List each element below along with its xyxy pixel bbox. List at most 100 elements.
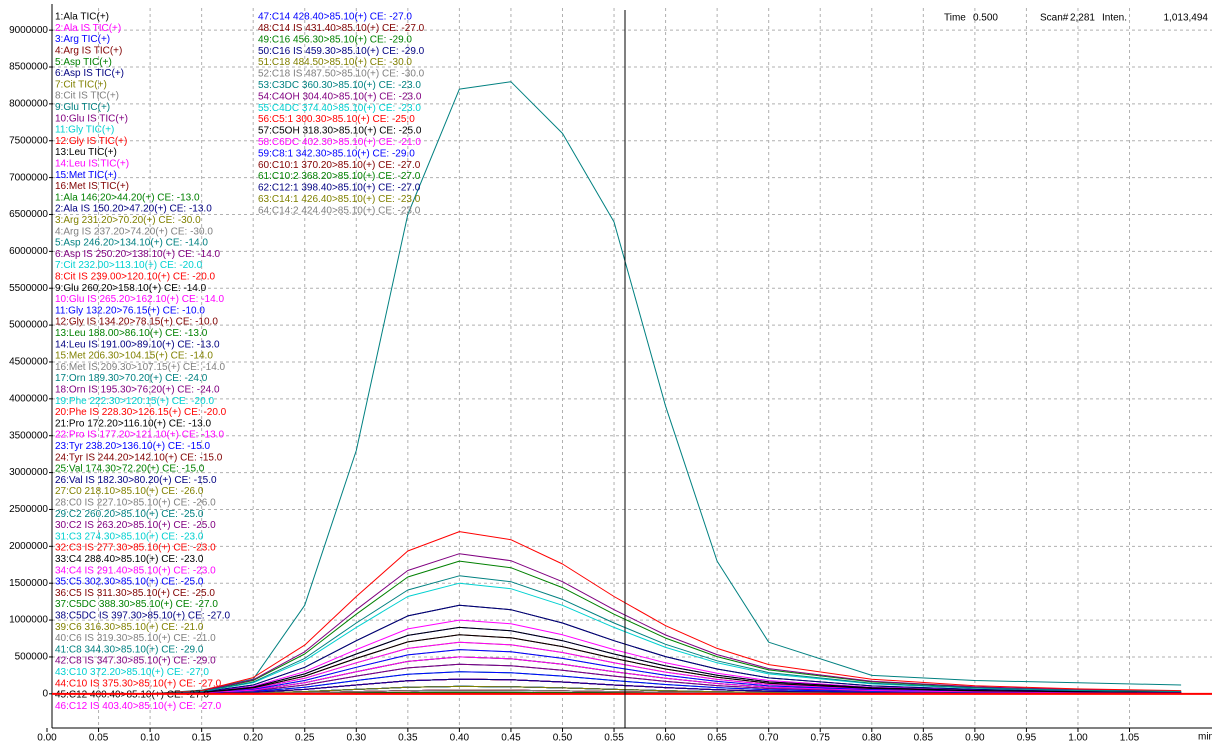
x-tick-label: 0.65	[707, 733, 727, 744]
x-tick-label: 0.35	[398, 733, 418, 744]
legend-entry: 41:C8 344.30>85.10(+) CE: -29.0	[55, 644, 204, 655]
legend-entry: 61:C10:2 368.20>85.10(+) CE: -27.0	[258, 171, 421, 182]
y-tick-label: 8000000	[9, 99, 48, 110]
trace	[52, 553, 1182, 695]
legend-entry: 51:C18 484.50>85.10(+) CE: -30.0	[258, 57, 412, 68]
legend-entry: 50:C16 IS 459.30>85.10(+) CE: -29.0	[258, 46, 425, 57]
x-tick-label: 0.20	[243, 733, 263, 744]
legend-entry: 11:Gly TIC(+)	[55, 125, 114, 136]
legend-entry: 44:C10 IS 375.30>85.10(+) CE: -27.0	[55, 678, 222, 689]
legend-entry: 21:Pro 172.20>116.10(+) CE: -13.0	[55, 418, 211, 429]
legend-entry: 10:Glu IS 265.20>162.10(+) CE: -14.0	[55, 294, 224, 305]
x-tick-label: 0.75	[810, 733, 830, 744]
readout-scan: 2,281	[1070, 13, 1095, 24]
x-tick-label: 1.00	[1068, 733, 1088, 744]
y-tick-label: 2000000	[9, 541, 48, 552]
axes: 0 500000 1000000 1500000 2000000 2500000 30000…	[9, 4, 1212, 744]
legend-entry: 48:C14 IS 431.40>85.10(+) CE: -27.0	[258, 23, 425, 34]
legend-entry: 19:Phe 222.30>120.15(+) CE: -20.0	[55, 396, 214, 407]
trace	[52, 626, 1182, 695]
legend-entry: 16:Met IS 209.30>107.15(+) CE: -14.0	[55, 362, 226, 373]
legend-entry: 28:C0 IS 227.10>85.10(+) CE: -26.0	[55, 498, 216, 509]
legend-entry: 1:Ala 146.20>44.20(+) CE: -13.0	[55, 192, 200, 203]
trace	[52, 656, 1182, 695]
legend-entry: 12:Gly IS TIC(+)	[55, 136, 127, 147]
x-tick-label: 0.60	[656, 733, 676, 744]
legend-entry: 3:Arg TIC(+)	[55, 34, 110, 45]
legend-entry: 34:C4 IS 291.40>85.10(+) CE: -23.0	[55, 565, 216, 576]
trace	[52, 649, 1182, 695]
x-tick-label: 0.50	[553, 733, 573, 744]
legend-entry: 53:C3DC 360.30>85.10(+) CE: -23.0	[258, 80, 421, 91]
legend-entry: 7:Cit 232.00>113.10(+) CE: -20.0	[55, 260, 203, 271]
x-tick-label: 0.40	[450, 733, 470, 744]
readout-intensity-label: Inten.	[1102, 13, 1127, 24]
legend-entry: 62:C12:1 398.40>85.10(+) CE: -27.0	[258, 183, 421, 194]
trace	[52, 560, 1182, 695]
legend-entry: 9:Glu 260.20>158.10(+) CE: -14.0	[55, 283, 207, 294]
x-tick-label: 0.90	[965, 733, 985, 744]
legend-entry: 52:C18 IS 487.50>85.10(+) CE: -30.0	[258, 69, 425, 80]
y-tick-label: 4000000	[9, 393, 48, 404]
trace	[52, 663, 1182, 695]
trace	[52, 641, 1182, 695]
y-tick-label: 2500000	[9, 504, 48, 515]
trace	[52, 604, 1182, 695]
y-tick-label: 3000000	[9, 467, 48, 478]
y-tick-label: 1500000	[9, 578, 48, 589]
legend-entry: 15:Met TIC(+)	[55, 170, 117, 181]
legend-entry: 5:Asp TIC(+)	[55, 57, 112, 68]
legend-entry: 33:C4 288.40>85.10(+) CE: -23.0	[55, 554, 204, 565]
legend-entry: 15:Met 206.30>104.15(+) CE: -14.0	[55, 351, 213, 362]
readout-time-label: Time	[944, 13, 966, 24]
legend-entry: 47:C14 428.40>85.10(+) CE: -27.0	[258, 12, 412, 23]
x-tick-label: 0.95	[1017, 733, 1037, 744]
y-tick-label: 500000	[15, 652, 49, 663]
x-tick-label: 0.05	[89, 733, 109, 744]
legend-entry: 7:Cit TIC(+)	[55, 79, 107, 90]
x-tick-label: 0.00	[37, 733, 57, 744]
legend-entry: 24:Tyr IS 244.20>142.10(+) CE: -15.0	[55, 452, 223, 463]
legend-entry: 57:C5OH 318.30>85.10(+) CE: -25.0	[258, 126, 422, 137]
legend-entry: 13:Leu 188.00>86.10(+) CE: -13.0	[55, 328, 208, 339]
y-tick-label: 7000000	[9, 172, 48, 183]
legend-entry: 2:Ala IS TIC(+)	[55, 23, 121, 34]
legend-entry: 30:C2 IS 263.20>85.10(+) CE: -25.0	[55, 520, 216, 531]
x-tick-label: 0.10	[140, 733, 160, 744]
legend-entry: 63:C14:1 426.40>85.10(+) CE: -23.0	[258, 194, 421, 205]
readout-scan-label: Scan#	[1040, 13, 1069, 24]
trace	[52, 531, 1182, 695]
x-tick-label: 0.55	[604, 733, 624, 744]
trace	[52, 575, 1182, 695]
trace	[52, 81, 1182, 695]
legend-entry: 2:Ala IS 150.20>47.20(+) CE: -13.0	[55, 204, 212, 215]
legend-entry: 55:C4DC 374.40>85.10(+) CE: -23.0	[258, 103, 421, 114]
legend-entry: 9:Glu TIC(+)	[55, 102, 110, 113]
legend-entry: 4:Arg IS 237.20>74.20(+) CE: -30.0	[55, 226, 213, 237]
y-tick-label: 8500000	[9, 62, 48, 73]
x-tick-label: 0.15	[192, 733, 212, 744]
x-tick-label: 0.25	[295, 733, 315, 744]
x-tick-label: 0.85	[914, 733, 934, 744]
legend-entry: 58:C6DC 402.30>85.10(+) CE: -21.0	[258, 137, 421, 148]
legend-entry: 56:C5:1 300.30>85.10(+) CE: -25.0	[258, 114, 415, 125]
legend-entry: 59:C8:1 342.30>85.10(+) CE: -29.0	[258, 148, 415, 159]
legend-entry: 23:Tyr 238.20>136.10(+) CE: -15.0	[55, 441, 211, 452]
legend-entry: 64:C14:2 424.40>85.10(+) CE: -23.0	[258, 205, 421, 216]
legend-entry: 22:Pro IS 177.20>121.10(+) CE: -13.0	[55, 430, 224, 441]
y-tick-label: 5500000	[9, 283, 48, 294]
trace	[52, 671, 1182, 695]
y-tick-label: 4500000	[9, 357, 48, 368]
legend-entry: 39:C6 316.30>85.10(+) CE: -21.0	[55, 622, 204, 633]
y-tick-label: 9000000	[9, 25, 48, 36]
legend-entry: 3:Arg 231.20>70.20(+) CE: -30.0	[55, 215, 201, 226]
legend-entry: 10:Glu IS TIC(+)	[55, 113, 128, 124]
trace	[52, 634, 1182, 695]
y-tick-label: 7500000	[9, 135, 48, 146]
legend-entry: 45:C12 400.40>85.10(+) CE: -27.0	[55, 690, 209, 701]
legend-entry: 40:C6 IS 319.30>85.10(+) CE: -21.0	[55, 633, 216, 644]
legend-entry: 27:C0 218.10>85.10(+) CE: -26.0	[55, 486, 204, 497]
legend-entry: 54:C4OH 304.40>85.10(+) CE: -23.0	[258, 91, 422, 102]
legend-entry: 31:C3 274.30>85.10(+) CE: -23.0	[55, 531, 204, 542]
